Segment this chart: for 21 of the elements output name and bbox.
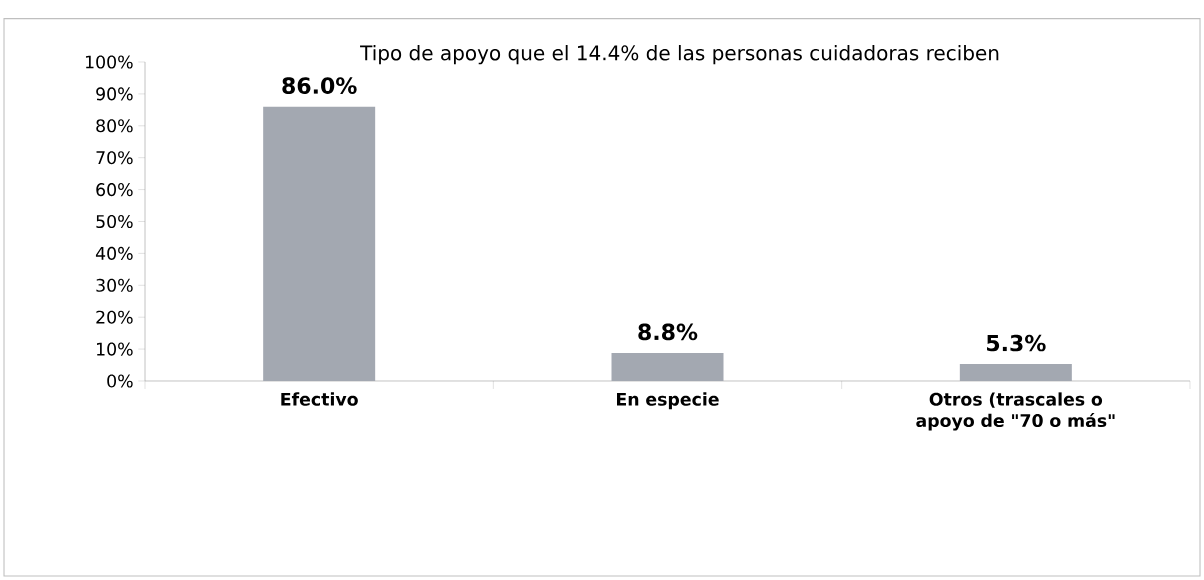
y-tick-label: 60% xyxy=(96,183,133,197)
y-tick-label: 40% xyxy=(95,246,133,260)
data-label: 8.8% xyxy=(638,323,698,341)
y-tick-label: 10% xyxy=(97,342,133,356)
y-tick-label: 30% xyxy=(96,278,133,292)
x-tick-label: En especie xyxy=(617,392,719,410)
x-tick-label: Efectivo xyxy=(281,392,358,406)
chart-title: Tipo de apoyo que el 14.4% de las personas cuidadoras reciben xyxy=(360,44,999,65)
bar xyxy=(263,106,376,381)
y-tick-label: 0% xyxy=(107,374,133,388)
y-tick-label: 20% xyxy=(96,310,133,324)
data-label: 86.0% xyxy=(282,77,357,94)
y-tick-label: 90% xyxy=(96,87,133,101)
y-tick-label: 80% xyxy=(96,119,133,133)
y-tick-label: 50% xyxy=(96,214,133,229)
bar xyxy=(611,352,724,381)
bar xyxy=(959,364,1072,381)
y-tick-label: 100% xyxy=(85,55,133,69)
data-label: 5.3% xyxy=(987,334,1046,352)
y-tick-label: 70% xyxy=(96,151,133,165)
x-tick-label: Otros (trascales o apoyo de "70 o más" xyxy=(916,392,1115,431)
